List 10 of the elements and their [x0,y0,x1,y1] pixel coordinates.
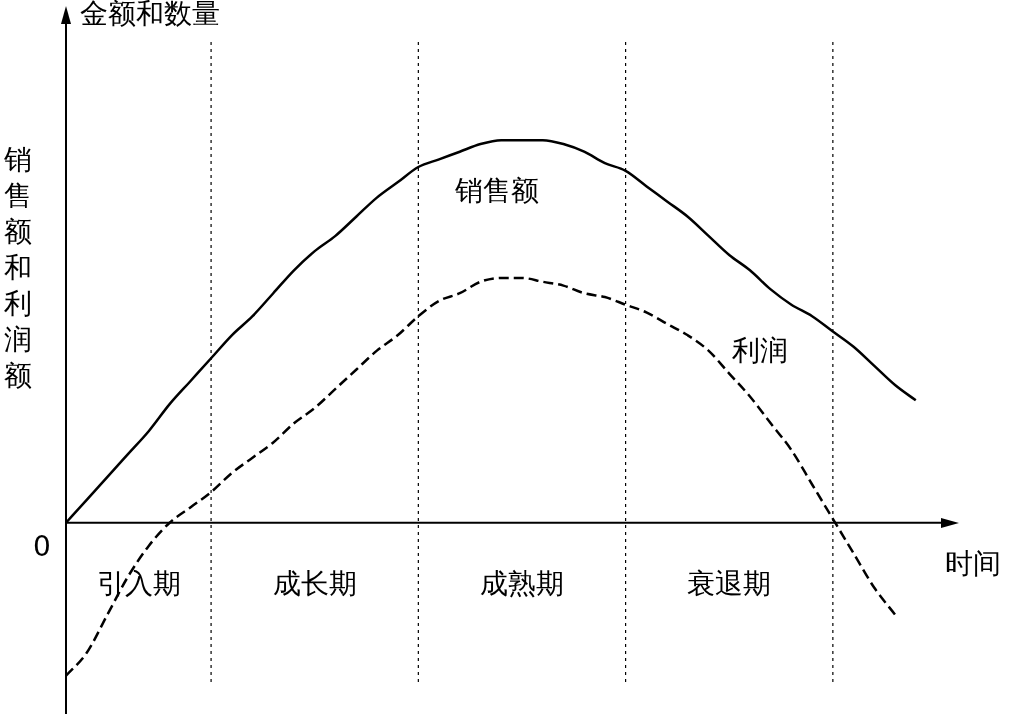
annotation: 成熟期 [479,567,564,601]
series-label: 利润 [731,333,788,367]
annotation: 成长期 [272,567,357,601]
annotation: 衰退期 [687,567,772,601]
series-label: 销售额 [454,173,540,207]
text: 0 [33,530,51,564]
y-axis-title: 销售额和利润额 [3,143,32,393]
annotation: 引入期 [96,567,181,601]
x-axis-title: 时间 [945,547,1001,581]
text: 金额和数量 [80,0,220,31]
